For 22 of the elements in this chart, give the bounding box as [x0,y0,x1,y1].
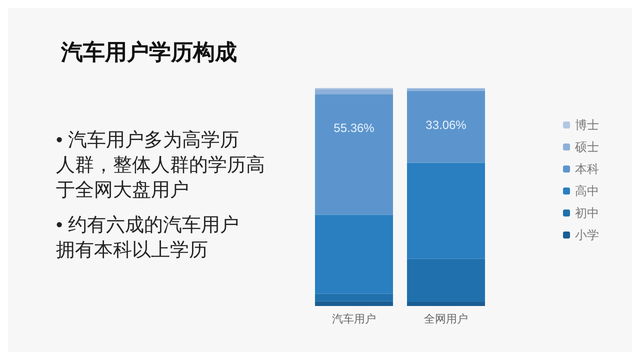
bar [407,162,485,259]
legend-label: 硕士 [574,140,599,154]
bar [315,214,393,294]
bar [407,90,485,163]
data-label: 33.06% [426,118,467,132]
bar [315,94,393,215]
bar [315,294,393,302]
legend-label: 小学 [575,228,599,242]
data-label: 55.36% [334,121,375,136]
bar [315,301,393,306]
legend-label: 高中 [575,184,599,198]
text: • 约有六成的汽车用户拥有本科以上学历 [56,214,239,261]
chart-title: 汽车用户学历构成 [60,40,237,64]
x-tick-label: 全网用户 [424,312,468,326]
text: • 汽车用户多为高学历人群，整体人群的学历高于全网大盘用户 [56,129,265,201]
legend-label: 本科 [575,162,599,176]
bar [407,258,485,302]
bar [407,302,485,306]
bar [315,89,393,94]
legend-label: 博士 [575,118,599,132]
legend-label: 初中 [575,206,599,220]
x-tick-label: 汽车用户 [332,312,376,326]
